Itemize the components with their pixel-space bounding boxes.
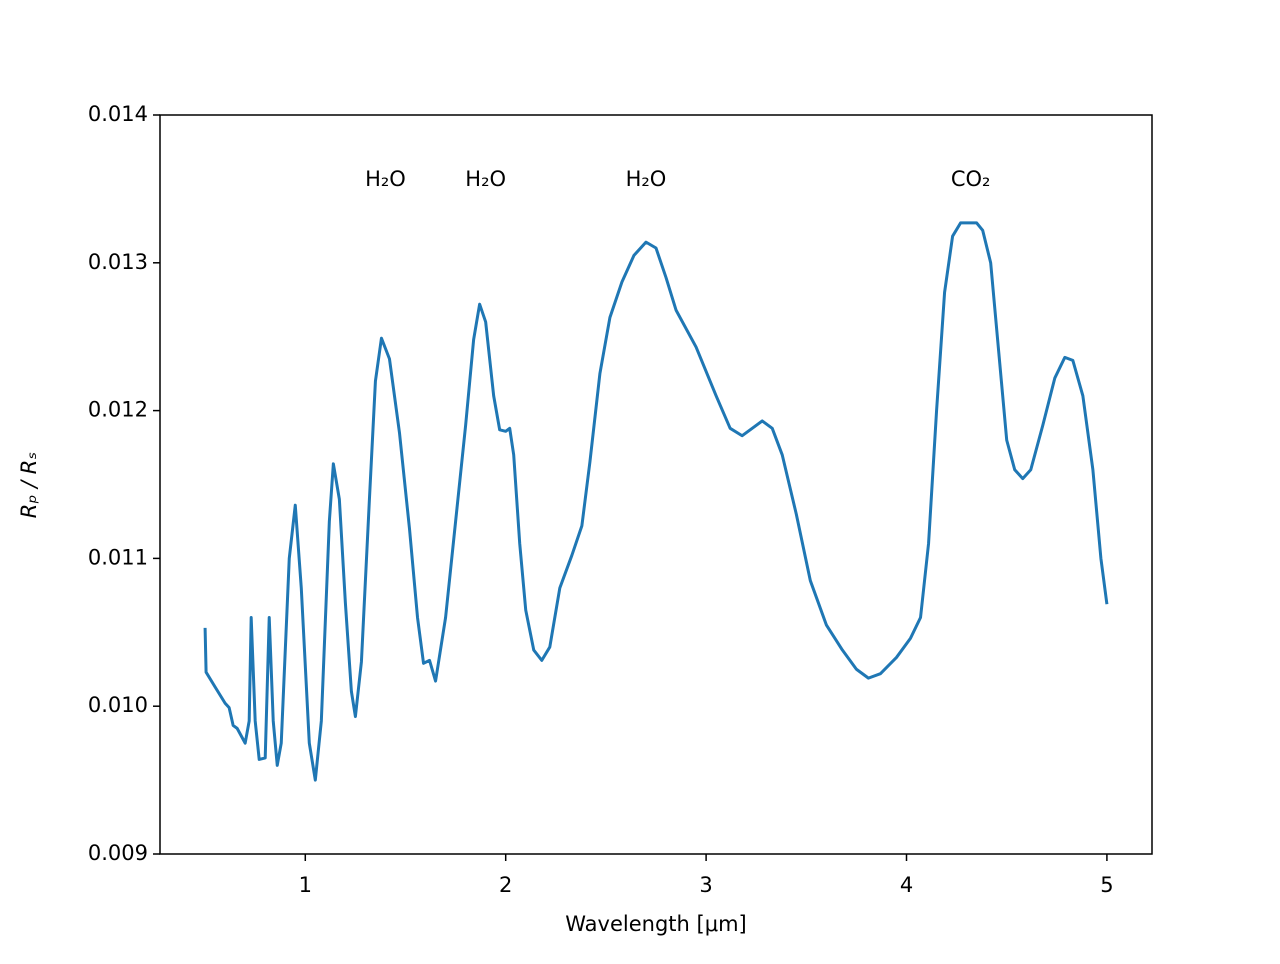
- y-tick-label: 0.011: [88, 545, 148, 569]
- plot-frame: [159, 114, 1153, 855]
- y-tick-label: 0.009: [88, 841, 148, 865]
- annotation: CO₂: [951, 167, 991, 191]
- y-axis-label: Rₚ / Rₛ: [17, 452, 41, 518]
- annotation: H₂O: [626, 167, 667, 191]
- x-tick-label: 4: [900, 873, 913, 897]
- annotation: H₂O: [465, 167, 506, 191]
- y-tick-label: 0.012: [88, 398, 148, 422]
- y-tick-label: 0.014: [88, 102, 148, 126]
- y-tick-label: 0.010: [88, 693, 148, 717]
- spectrum-line: [203, 221, 1109, 782]
- y-tick-label: 0.013: [88, 250, 148, 274]
- x-tick-label: 2: [499, 873, 512, 897]
- x-tick-label: 5: [1100, 873, 1113, 897]
- x-tick-label: 1: [299, 873, 312, 897]
- x-tick-label: 3: [699, 873, 712, 897]
- x-axis-label: Wavelength [μm]: [565, 912, 746, 936]
- annotation: H₂O: [365, 167, 406, 191]
